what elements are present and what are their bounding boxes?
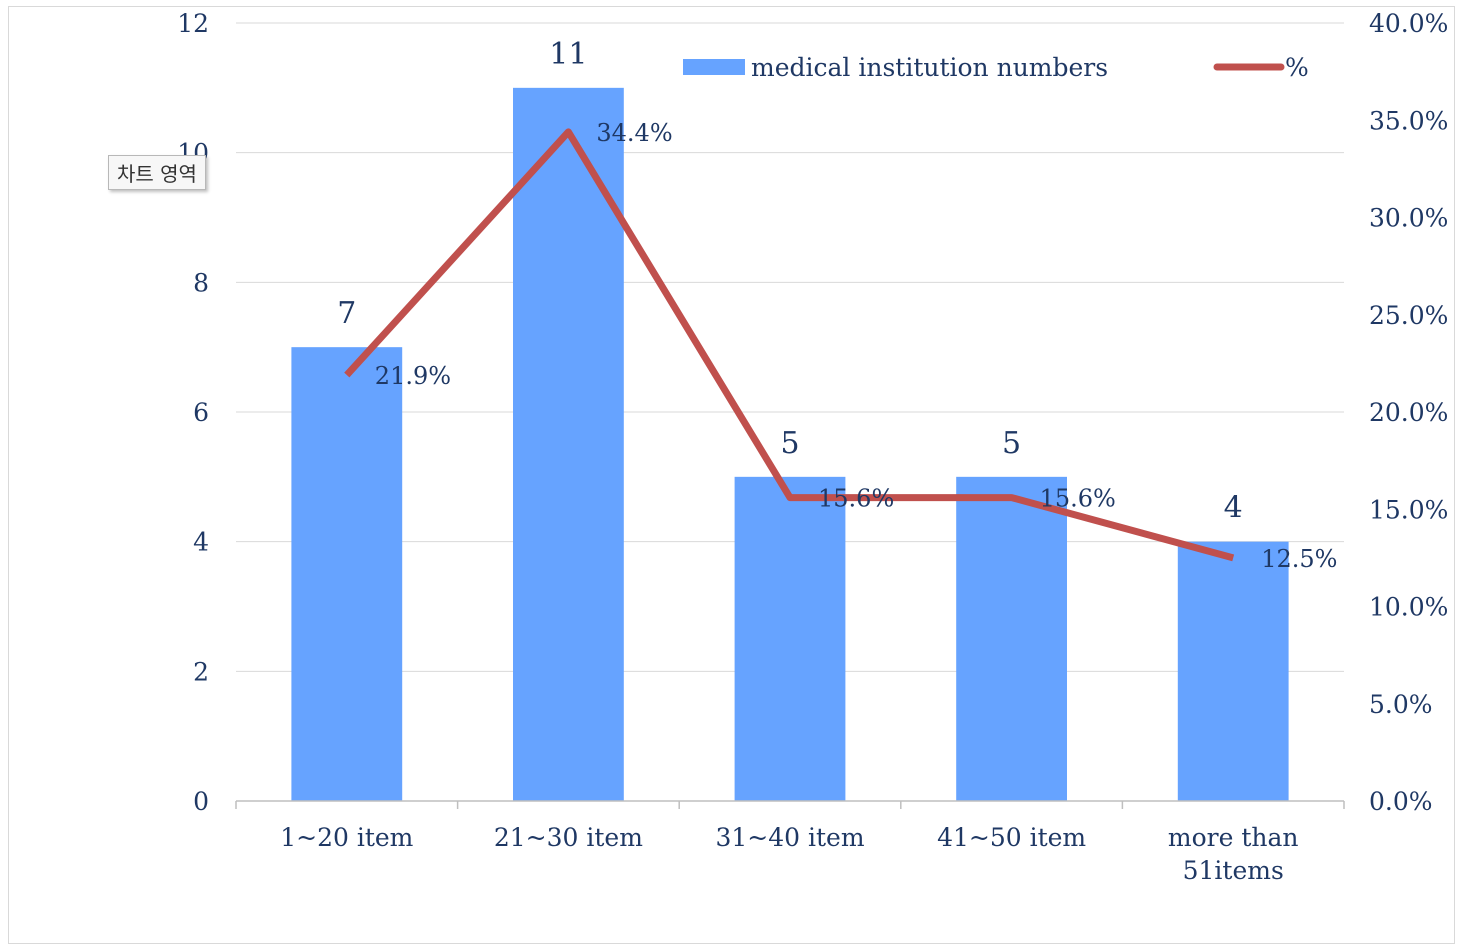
x-tick-label-line: 41~50 item <box>937 823 1086 852</box>
x-tick-label-line: 31~40 item <box>715 823 864 852</box>
x-tick-label: 1~20 item <box>280 823 413 852</box>
bar-data-label: 4 <box>1224 491 1243 526</box>
line-data-label: 21.9% <box>375 362 451 390</box>
line-data-label: 34.4% <box>596 119 672 147</box>
x-tick-label: 21~30 item <box>494 823 643 852</box>
y2-tick-label: 5.0% <box>1369 690 1433 719</box>
y-tick-label: 12 <box>177 9 209 38</box>
combo-chart: 7 11 5 5 4 21.9% 34.4% 15.6% 15.6% 12.5% 1~20 ite… <box>177 9 1448 885</box>
y2-tick-label: 40.0% <box>1369 9 1448 38</box>
y2-tick-label: 10.0% <box>1369 593 1448 622</box>
percent-line <box>344 128 1235 562</box>
legend-bar-swatch <box>683 59 745 75</box>
y-tick-label: 4 <box>193 528 209 557</box>
bar-data-label: 5 <box>780 426 799 461</box>
y2-tick-label: 0.0% <box>1369 787 1433 816</box>
y-tick-label: 2 <box>193 657 209 686</box>
y2-tick-label: 25.0% <box>1369 301 1448 330</box>
line-data-label: 15.6% <box>1040 485 1116 513</box>
y2-tick-label: 30.0% <box>1369 204 1448 233</box>
bar <box>734 476 846 801</box>
bar <box>1177 541 1289 801</box>
bar-data-label: 11 <box>549 37 587 72</box>
x-tick-label: 31~40 item <box>715 823 864 852</box>
x-tick-label-line: 1~20 item <box>280 823 413 852</box>
chart-area-tooltip: 차트 영역 <box>108 155 206 190</box>
line-data-label: 15.6% <box>818 485 894 513</box>
legend-line-label: % <box>1285 53 1309 82</box>
x-tick-label-line: more than <box>1168 823 1299 852</box>
x-tick-label-line: 21~30 item <box>494 823 643 852</box>
bar <box>956 476 1067 801</box>
bar <box>291 347 403 801</box>
x-tick-label: more than 51items <box>1168 823 1299 885</box>
bar-data-label: 7 <box>337 296 356 331</box>
y-tick-label: 8 <box>193 268 209 297</box>
y2-tick-label: 20.0% <box>1369 398 1448 427</box>
line-data-label: 12.5% <box>1261 545 1337 573</box>
y2-tick-label: 15.0% <box>1369 495 1448 524</box>
x-tick-label: 41~50 item <box>937 823 1086 852</box>
x-tick-label-line: 51items <box>1183 856 1284 885</box>
bar-data-label: 5 <box>1002 426 1021 461</box>
y-tick-label: 0 <box>193 787 209 816</box>
y-tick-label: 6 <box>193 398 209 427</box>
chart-area[interactable]: 7 11 5 5 4 21.9% 34.4% 15.6% 15.6% 12.5% 1~20 ite… <box>8 6 1455 944</box>
y2-tick-label: 35.0% <box>1369 106 1448 135</box>
legend-bar-label: medical institution numbers <box>751 53 1108 82</box>
bar <box>513 87 624 802</box>
